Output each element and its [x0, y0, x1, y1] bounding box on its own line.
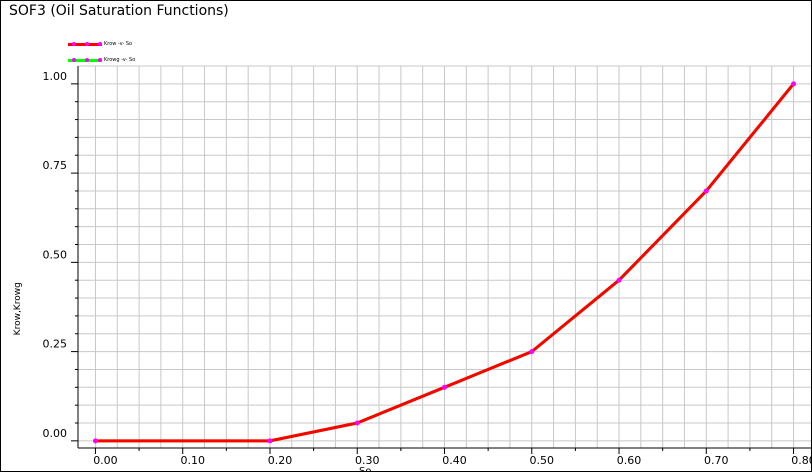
series-line-0: [95, 82, 795, 443]
data-point: [267, 438, 273, 444]
data-point: [442, 384, 447, 390]
legend-marker: [98, 57, 102, 62]
x-tick-label: 0.60: [617, 454, 642, 467]
x-tick-label: 0.20: [268, 454, 293, 467]
legend-label-krowg: Krowg -v- So: [104, 57, 136, 63]
data-point: [92, 438, 98, 444]
data-point: [529, 349, 535, 355]
legend-marker: [98, 41, 102, 46]
data-point: [354, 420, 360, 426]
chart-title: SOF3 (Oil Saturation Functions): [9, 3, 229, 19]
y-tick-label: 0.75: [43, 159, 68, 172]
x-tick-label: 0.10: [180, 454, 205, 467]
legend-item-krow: Krow -v- So: [68, 39, 132, 49]
data-point: [791, 81, 797, 87]
x-tick-label: 0.30: [355, 454, 380, 467]
y-tick-label: 0.00: [43, 427, 68, 440]
x-tick-label: 0.50: [530, 454, 555, 467]
y-tick-label: 0.50: [43, 248, 68, 261]
y-tick-label: 1.00: [43, 70, 68, 83]
x-tick-label: 0.80: [791, 454, 812, 467]
legend-label-krow: Krow -v- So: [104, 41, 133, 47]
y-tick-label: 0.25: [43, 338, 68, 351]
legend-swatch-krowg: [68, 57, 102, 62]
data-point: [703, 188, 709, 194]
data-point: [616, 277, 622, 283]
x-tick-label: 0.70: [704, 454, 729, 467]
x-tick-label: 0.40: [442, 454, 467, 467]
legend-marker: [72, 41, 76, 46]
legend-marker: [85, 57, 89, 62]
x-tick-label: 0.00: [93, 454, 118, 467]
legend-item-krowg: Krowg -v- So: [68, 55, 135, 65]
legend-swatch-krow: [68, 41, 102, 46]
legend-marker: [72, 57, 76, 62]
y-axis-title: Krow,Krowg: [13, 282, 23, 335]
x-axis-title: So: [359, 466, 371, 472]
legend-marker: [85, 41, 89, 46]
